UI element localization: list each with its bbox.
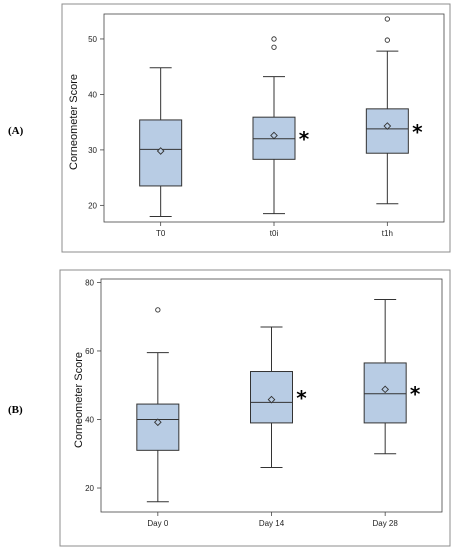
panel-b-marks: 20 40 60 80 Day 0 Day 14 Day 28 * * (85, 278, 421, 528)
panel-a-mean-marker (270, 131, 278, 140)
panel-a-outlier (384, 16, 390, 22)
panel-a-x-tick-label: T0 (156, 229, 166, 238)
panel-a-significance-marker: * (299, 127, 310, 151)
panel-a-outlier (271, 44, 277, 50)
panel-a-y-tick-label: 20 (88, 201, 97, 210)
panel-a-label: (A) (8, 125, 24, 137)
panel-b-significance-marker: * (410, 382, 421, 406)
panel-a-mean-marker (156, 147, 165, 155)
panel-a-marks: 20 30 40 50 T0 t0i t1h * * (88, 16, 423, 238)
panel-a-significance-marker: * (412, 120, 423, 144)
panel-a-outlier (384, 37, 390, 43)
panel-b-x-tick-label: Day 28 (372, 519, 398, 528)
panel-a-y-tick-label: 50 (88, 35, 97, 44)
panel-b-x-tick-label: Day 14 (259, 519, 285, 528)
panel-b-y-tick-label: 20 (85, 484, 94, 493)
panel-b-outlier (155, 307, 161, 313)
panel-a-y-axis-label: Corneometer Score (68, 74, 80, 170)
panel-b-label: (B) (8, 404, 23, 416)
panel-b-mean-marker (153, 418, 162, 427)
panel-b-y-tick-label: 60 (85, 347, 94, 356)
panel-b-y-tick-label: 40 (85, 415, 94, 424)
panel-a: (A) Corneometer Score 20 30 40 50 T0 t0i t1h * * (8, 3, 451, 253)
panel-b-y-tick-label: 80 (85, 278, 94, 287)
panel-a-x-tick-label: t0i (270, 229, 279, 238)
panel-b-x-tick-label: Day 0 (147, 519, 168, 528)
panel-b-mean-marker (381, 385, 390, 394)
panel-a-y-tick-label: 30 (88, 146, 97, 155)
panel-b-box (136, 403, 180, 451)
panel-a-box (365, 108, 409, 154)
panel-b-significance-marker: * (296, 386, 307, 410)
panel-b-y-axis-label: Corneometer Score (73, 352, 85, 448)
panel-b-mean-marker (267, 395, 276, 404)
panel-a-x-tick-label: t1h (382, 229, 393, 238)
panel-a-mean-marker (383, 122, 392, 130)
panel-b: (B) Corneometer Score 20 40 60 80 Day 0 Day 1… (8, 269, 451, 547)
panel-a-outlier (271, 36, 277, 42)
panel-a-y-tick-label: 40 (88, 90, 97, 99)
